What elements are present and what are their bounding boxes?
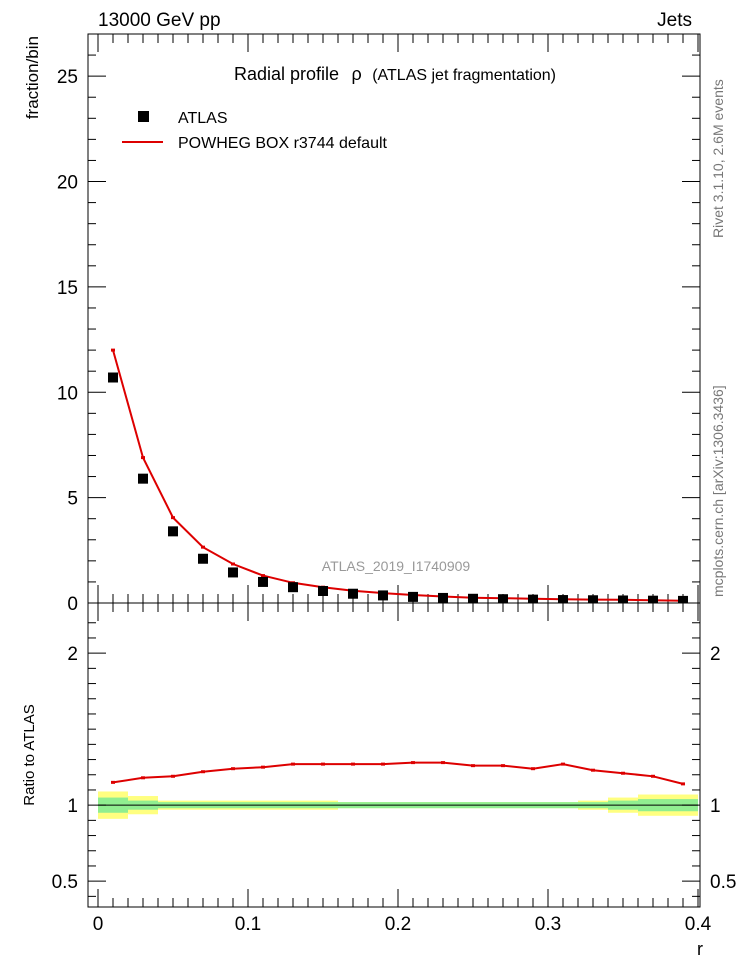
ratio-mc-point xyxy=(591,768,595,772)
legend-label-mc: POWHEG BOX r3744 default xyxy=(178,135,388,152)
ratio-y-tick-label-right: 1 xyxy=(710,796,721,817)
atlas-marker xyxy=(378,590,388,601)
header-left: 13000 GeV pp xyxy=(98,10,221,31)
ratio-mc-point xyxy=(561,762,565,766)
main-y-axis-label: fraction/bin xyxy=(23,36,42,119)
mc-point xyxy=(261,574,265,578)
atlas-marker xyxy=(288,582,298,593)
main-y-tick-label: 25 xyxy=(57,67,78,88)
x-axis-label: r xyxy=(697,939,703,959)
ratio-y-tick-label-right: 0.5 xyxy=(710,872,736,893)
ratio-y-tick-label-left: 2 xyxy=(67,644,78,665)
atlas-marker xyxy=(108,372,118,383)
main-y-tick-label: 5 xyxy=(67,489,78,510)
main-y-tick-label: 15 xyxy=(57,278,78,299)
legend: ATLAS POWHEG BOX r3744 default xyxy=(122,110,388,152)
atlas-marker xyxy=(498,594,508,605)
ratio-mc-point xyxy=(111,780,115,784)
ratio-mc-point xyxy=(471,764,475,768)
title-sub: (ATLAS jet fragmentation) xyxy=(372,67,556,84)
ratio-mc-point xyxy=(291,762,295,766)
mc-point xyxy=(141,456,145,460)
atlas-marker xyxy=(138,473,148,484)
ratio-panel: 0.5 0.51 12 2 0 0.1 0.2 0.3 0.4 Ratio to ATLAS … xyxy=(21,602,736,959)
ratio-mc-point xyxy=(501,764,505,768)
title-main: Radial profile xyxy=(234,64,339,84)
ratio-mc-point xyxy=(441,761,445,765)
main-y-tick-label: 20 xyxy=(57,173,78,194)
ratio-mc-point xyxy=(411,761,415,765)
ratio-y-tick-label-left: 1 xyxy=(67,796,78,817)
atlas-marker xyxy=(228,567,238,578)
atlas-marker xyxy=(168,526,178,537)
ratio-mc-point xyxy=(321,762,325,766)
atlas-marker xyxy=(198,553,208,564)
x-tick-label: 0 xyxy=(93,914,104,935)
mc-point xyxy=(231,562,235,566)
ratio-y-tick-label-right: 2 xyxy=(710,644,721,665)
legend-marker-atlas xyxy=(138,111,149,122)
ratio-mc-point xyxy=(381,762,385,766)
atlas-marker xyxy=(408,591,418,602)
atlas-marker xyxy=(558,595,568,606)
x-tick-label: 0.3 xyxy=(535,914,561,935)
atlas-marker xyxy=(588,595,598,606)
atlas-marker xyxy=(258,576,268,587)
ratio-y-ticks: 0.5 0.5 1 1 2 2 xyxy=(52,622,736,897)
mc-point xyxy=(201,545,205,549)
atlas-marker xyxy=(648,595,658,606)
side-label-bottom: mcplots.cern.ch [arXiv:1306.3436] xyxy=(710,385,726,597)
ratio-y-axis-label: Ratio to ATLAS xyxy=(21,704,38,805)
ratio-mc-point xyxy=(531,767,535,771)
ratio-y-tick-label-left: 0.5 xyxy=(52,872,78,893)
ratio-mc-point xyxy=(261,765,265,769)
x-tick-label: 0.4 xyxy=(685,914,712,935)
ratio-mc-line xyxy=(112,761,684,785)
main-data-layer xyxy=(108,348,688,606)
mc-point xyxy=(171,516,175,520)
atlas-marker xyxy=(318,585,328,596)
ratio-x-ticks: 0 0.1 0.2 0.3 0.4 xyxy=(93,603,712,935)
atlas-marker xyxy=(468,593,478,604)
mc-point xyxy=(111,348,115,352)
ratio-data-layer xyxy=(111,761,685,786)
atlas-marker xyxy=(678,595,688,606)
ratio-mc-point xyxy=(201,770,205,774)
legend-label-atlas: ATLAS xyxy=(178,110,228,127)
atlas-marker xyxy=(618,595,628,606)
side-label-top: Rivet 3.1.10, 2.6M events xyxy=(710,79,726,238)
ratio-mc-point xyxy=(621,771,625,775)
ratio-frame xyxy=(87,602,701,908)
main-y-tick-label: 10 xyxy=(57,383,78,404)
watermark: ATLAS_2019_I1740909 xyxy=(322,558,471,574)
chart-title: Radial profile ρ (ATLAS jet fragmentatio… xyxy=(234,64,556,84)
main-y-tick-label: 0 xyxy=(67,594,78,615)
atlas-marker xyxy=(528,594,538,605)
ratio-mc-point xyxy=(651,774,655,778)
ratio-mc-point xyxy=(141,776,145,780)
ratio-mc-point xyxy=(351,762,355,766)
atlas-marker xyxy=(438,592,448,603)
ratio-mc-point xyxy=(231,767,235,771)
atlas-marker xyxy=(348,588,358,599)
main-frame xyxy=(87,33,701,604)
header-right: Jets xyxy=(657,10,692,31)
main-panel: 0 5 10 15 20 25 fraction/bin Radial profile ρ… xyxy=(23,33,701,615)
ratio-mc-point xyxy=(171,774,175,778)
x-tick-label: 0.1 xyxy=(235,914,261,935)
x-tick-label: 0.2 xyxy=(385,914,411,935)
title-symbol: ρ xyxy=(352,64,362,84)
ratio-mc-point xyxy=(681,782,685,786)
